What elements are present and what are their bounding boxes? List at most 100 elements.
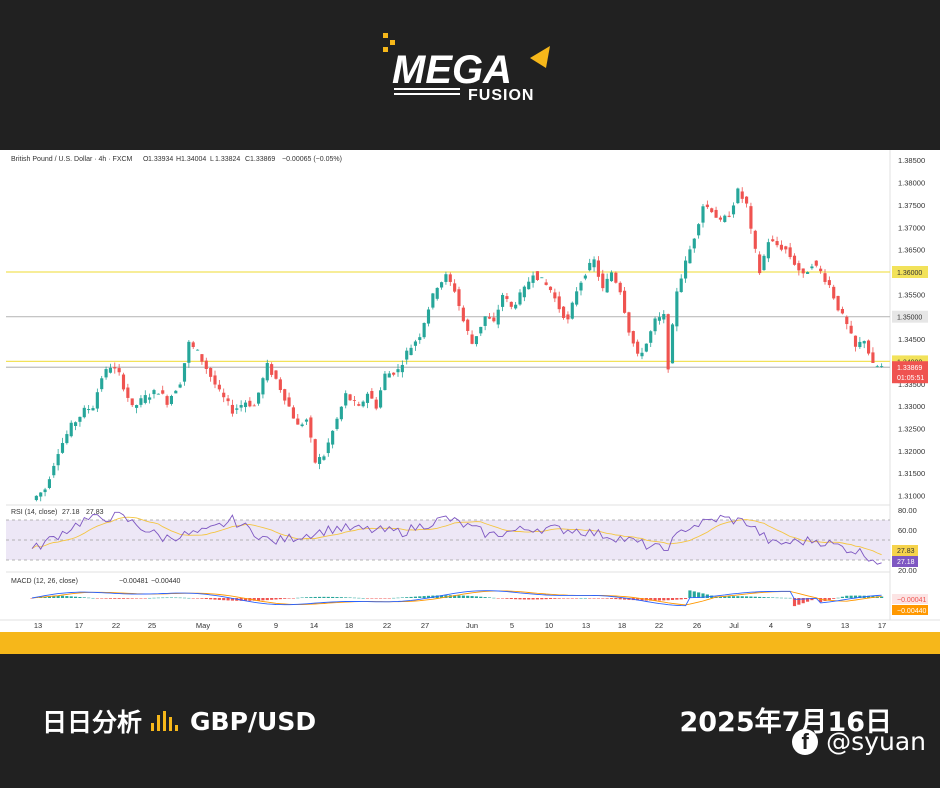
- candle: [200, 354, 204, 362]
- price-tick-label: 1.31000: [898, 492, 925, 501]
- candle: [418, 337, 422, 341]
- candle: [801, 268, 805, 274]
- macd-histogram-bar: [95, 598, 99, 599]
- candle: [348, 394, 352, 401]
- candle: [304, 419, 309, 422]
- macd-histogram-bar: [801, 598, 805, 604]
- macd-histogram-bar: [853, 595, 858, 598]
- candle: [479, 326, 483, 334]
- macd-histogram-bar: [217, 598, 221, 600]
- price-tick-label: 1.38500: [898, 156, 925, 165]
- macd-histogram-bar: [30, 598, 34, 599]
- macd-histogram-bar: [313, 596, 317, 598]
- candle: [566, 314, 570, 320]
- macd-histogram-bar: [540, 598, 544, 600]
- time-tick-label: 18: [345, 621, 353, 630]
- candle: [209, 367, 213, 377]
- macd-histogram-bar: [226, 598, 230, 601]
- candle: [287, 397, 291, 407]
- candle: [78, 416, 82, 422]
- macd-histogram-bar: [662, 598, 666, 601]
- candle: [400, 364, 404, 373]
- candle: [483, 316, 487, 326]
- rsi-tick-label: 20.00: [898, 566, 917, 575]
- candle: [745, 196, 749, 204]
- candle: [344, 393, 348, 406]
- chart-panel[interactable]: British Pound / U.S. Dollar · 4h · FXCM O…: [0, 150, 940, 632]
- time-tick-label: 17: [75, 621, 83, 630]
- macd-histogram-bar: [609, 598, 614, 599]
- price-tag: 01:05:51: [897, 375, 924, 382]
- candle: [431, 293, 435, 308]
- ohlc-l: 1.33824: [215, 156, 240, 163]
- price-chart[interactable]: British Pound / U.S. Dollar · 4h · FXCM O…: [0, 150, 940, 632]
- time-tick-label: 22: [655, 621, 663, 630]
- candle: [370, 391, 374, 399]
- candle: [453, 283, 457, 292]
- price-tick-label: 1.33000: [898, 402, 925, 411]
- candle: [575, 291, 579, 305]
- candle: [531, 275, 535, 283]
- candle: [121, 374, 126, 390]
- macd-histogram-bar: [440, 595, 444, 598]
- candle: [880, 366, 884, 367]
- candle: [867, 340, 871, 354]
- macd-histogram-bar: [771, 597, 775, 598]
- candle: [596, 260, 600, 277]
- rsi-ma-tag: 27.83: [897, 548, 915, 555]
- time-tick-label: 18: [618, 621, 626, 630]
- candle: [640, 352, 644, 357]
- social-handle[interactable]: f @syuan: [792, 727, 926, 756]
- candle: [422, 322, 426, 338]
- ohlc-key-o: O: [143, 156, 149, 163]
- candle: [204, 360, 208, 369]
- price-tick-label: 1.38000: [898, 179, 925, 188]
- macd-histogram-bar: [461, 595, 465, 598]
- candle: [87, 409, 91, 411]
- candle: [56, 454, 60, 466]
- macd-tag: −0.00041: [897, 597, 926, 604]
- macd-histogram-bar: [69, 596, 73, 598]
- macd-histogram-bar: [692, 591, 696, 598]
- time-tick-label: 9: [274, 621, 278, 630]
- price-tag: 1.33869: [897, 365, 922, 372]
- macd-histogram-bar: [588, 598, 592, 599]
- candle: [487, 317, 492, 319]
- ohlc-change: −0.00065 (−0.05%): [282, 156, 342, 163]
- macd-histogram-bar: [400, 597, 404, 598]
- candle: [352, 400, 356, 401]
- macd-histogram-bar: [331, 596, 335, 598]
- macd-histogram-bar: [736, 596, 740, 598]
- candle: [731, 205, 736, 215]
- candle: [496, 309, 500, 325]
- macd-histogram-bar: [291, 598, 295, 599]
- candle: [291, 407, 295, 419]
- macd-histogram-bar: [352, 597, 356, 599]
- macd-histogram-bar: [178, 597, 182, 599]
- macd-histogram-bar: [518, 598, 522, 600]
- macd-histogram-bar: [548, 598, 553, 599]
- macd-histogram-bar: [322, 596, 326, 598]
- time-tick-label: Jul: [729, 621, 739, 630]
- candle: [65, 434, 69, 444]
- candle: [662, 314, 666, 320]
- macd-histogram-bar: [623, 598, 627, 600]
- macd-histogram-bar: [470, 596, 474, 598]
- macd-histogram-bar: [204, 598, 208, 600]
- macd-histogram-bar: [697, 592, 701, 598]
- candle: [797, 263, 801, 271]
- macd-histogram-bar: [457, 595, 461, 598]
- macd-histogram-bar: [335, 597, 339, 598]
- rsi-tag-bg: [892, 556, 918, 567]
- macd-histogram-bar: [252, 598, 256, 601]
- candle: [357, 404, 361, 406]
- ohlc-key-c: C: [245, 156, 250, 163]
- time-tick-label: 4: [769, 621, 773, 630]
- candle: [862, 341, 866, 344]
- candle: [135, 405, 139, 408]
- candle: [383, 373, 387, 391]
- macd-histogram-bar: [108, 598, 112, 599]
- chart-symbol: British Pound / U.S. Dollar · 4h · FXCM: [11, 156, 133, 163]
- macd-histogram-bar: [348, 597, 352, 599]
- macd-histogram-bar: [596, 598, 600, 599]
